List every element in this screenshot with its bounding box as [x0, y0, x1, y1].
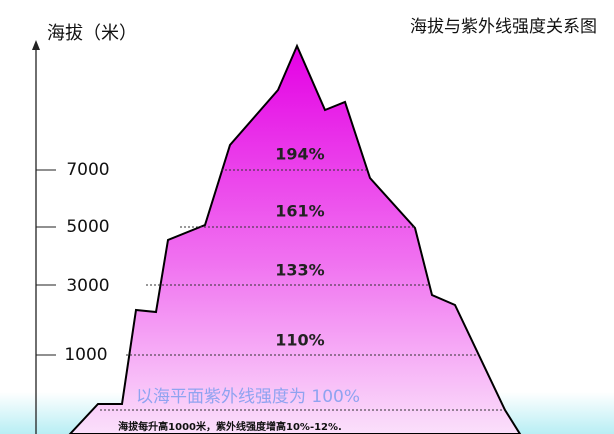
level-label: 110% [275, 331, 324, 350]
axis-arrow [32, 40, 40, 50]
title: 海拔与紫外线强度关系图 [410, 17, 597, 37]
baseline-note: 以海平面紫外线强度为 100% [136, 387, 360, 407]
footnote: 海拔每升高1000米，紫外线强度增高10%-12%. [118, 420, 342, 433]
axis-label: 海拔（米） [47, 23, 137, 44]
tick-label: 7000 [66, 160, 109, 180]
tick-label: 1000 [64, 345, 107, 365]
level-label: 194% [275, 145, 324, 164]
level-label: 161% [275, 202, 324, 221]
tick-label: 5000 [66, 217, 109, 237]
level-label: 133% [275, 261, 324, 280]
level-lines [100, 169, 503, 411]
tick-label: 3000 [66, 276, 109, 296]
mountain [68, 43, 522, 434]
axis [32, 40, 56, 434]
